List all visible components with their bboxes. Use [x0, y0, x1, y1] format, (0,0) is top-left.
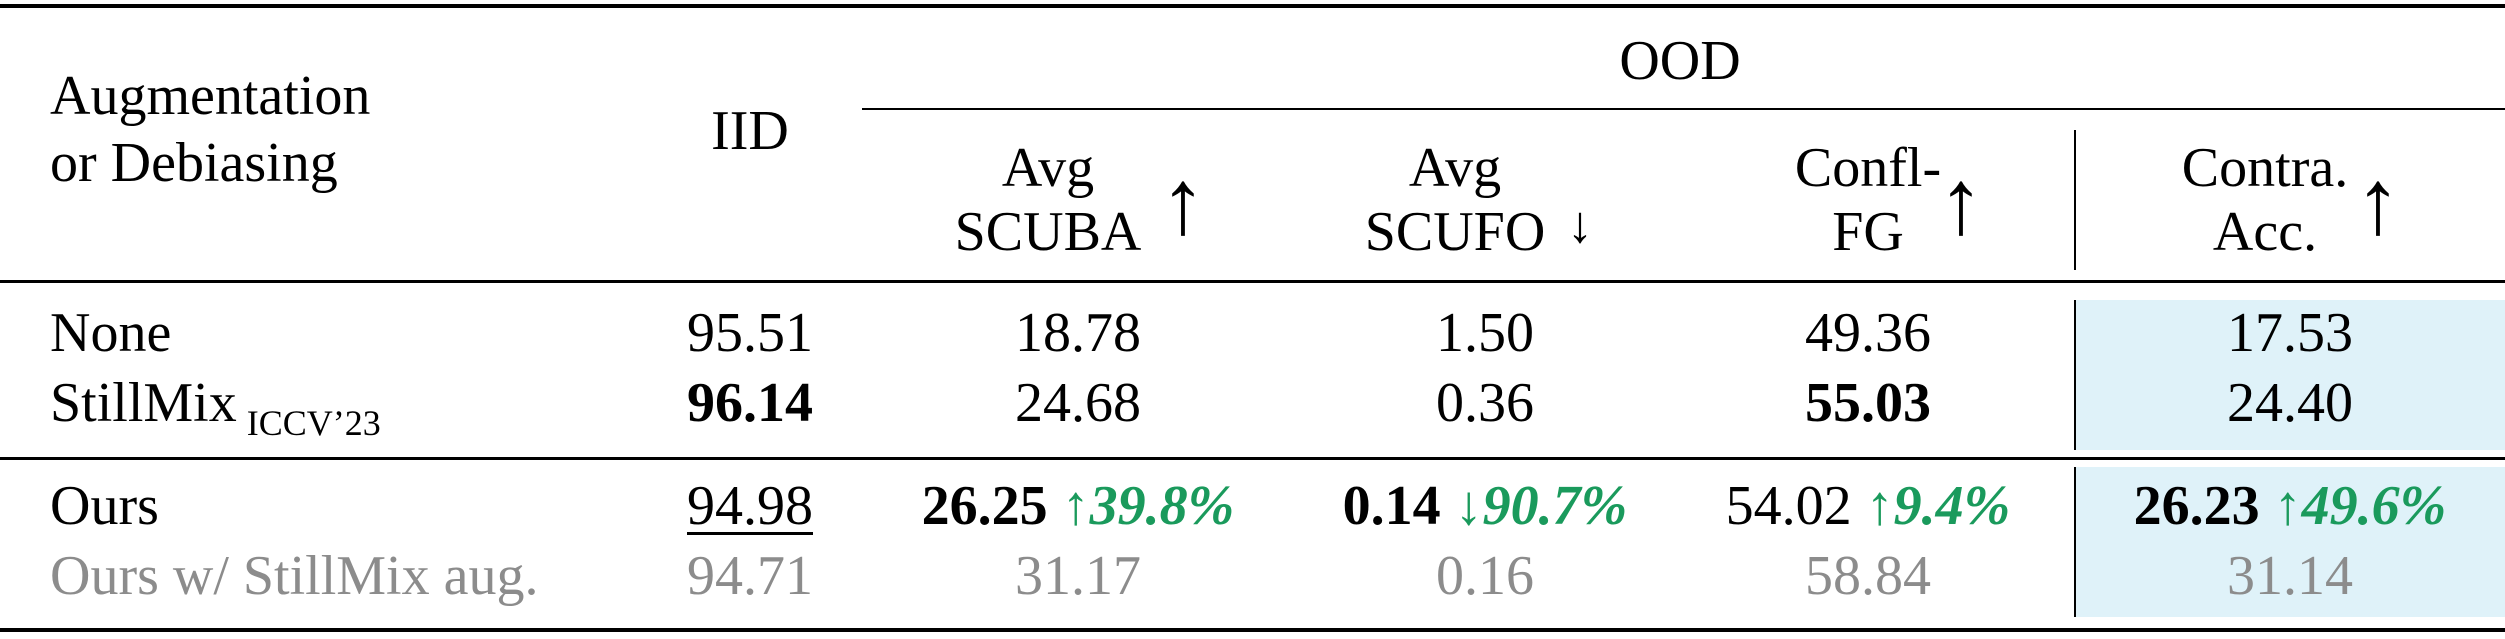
- up-arrow-icon: ↑: [1938, 151, 1984, 253]
- header-method-line1: Augmentation: [50, 65, 371, 127]
- row-ours-confl-gain: ↑9.4%: [1865, 475, 2011, 537]
- column-separator: [2074, 467, 2076, 617]
- row-stillmix-confl: 55.03: [1805, 372, 1931, 434]
- up-arrow-icon: ↑: [1160, 151, 1206, 253]
- row-none-scufo: 1.50: [1436, 302, 1534, 364]
- header-avg-scufo-line1: Avg: [1408, 137, 1502, 199]
- row-stillmix-scufo: 0.36: [1436, 372, 1534, 434]
- row-stillmix-method: StillMix ICCV’23: [50, 375, 381, 441]
- contra-shade: [2075, 300, 2505, 450]
- row-none-iid: 95.51: [687, 302, 813, 364]
- bottom-rule: [0, 628, 2505, 632]
- header-avg-scuba-line2: SCUBA: [954, 201, 1142, 263]
- ood-rule: [862, 108, 2505, 110]
- row-ours-stillmix-confl: 58.84: [1805, 545, 1931, 607]
- header-contra-acc-line2: Acc.: [2212, 201, 2318, 263]
- header-confl-fg-line2: FG: [1832, 201, 1904, 263]
- row-stillmix-contra: 24.40: [2227, 372, 2353, 434]
- row-ours-stillmix-scufo: 0.16: [1436, 545, 1534, 607]
- row-ours-scuba-gain: ↑39.8%: [1061, 475, 1235, 537]
- row-ours-scufo-cell: 0.14 ↓90.7%: [1343, 478, 1628, 534]
- row-ours-confl-cell: 54.02 ↑9.4%: [1726, 478, 2011, 534]
- up-arrow-icon: ↑: [2355, 151, 2401, 253]
- row-ours-scuba-cell: 26.25 ↑39.8%: [922, 478, 1235, 534]
- header-avg-scufo-line2: SCUFO: [1364, 201, 1546, 263]
- column-separator: [2074, 300, 2076, 450]
- row-ours-scuba: 26.25: [921, 475, 1048, 537]
- row-none-contra: 17.53: [2227, 302, 2353, 364]
- row-ours-contra-cell: 26.23 ↑49.6%: [2134, 478, 2447, 534]
- header-contra-acc-line1: Contra.: [2181, 137, 2349, 199]
- header-rule: [0, 280, 2505, 283]
- row-stillmix-scuba: 24.68: [1015, 372, 1141, 434]
- top-rule: [0, 4, 2505, 8]
- header-avg-scuba-line1: Avg: [1001, 137, 1095, 199]
- row-ours-scufo: 0.14: [1342, 475, 1441, 537]
- row-ours-stillmix-scuba: 31.17: [1015, 545, 1141, 607]
- row-stillmix-iid: 96.14: [687, 372, 813, 434]
- row-ours-scufo-gain: ↓90.7%: [1454, 475, 1628, 537]
- header-confl-fg-line1: Confl-: [1794, 137, 1942, 199]
- row-ours-iid: 94.98: [687, 475, 813, 537]
- column-separator: [2074, 130, 2076, 270]
- row-ours-stillmix-method: Ours w/ StillMix aug.: [50, 545, 539, 607]
- row-ours-stillmix-iid: 94.71: [687, 545, 813, 607]
- row-ours-contra: 26.23: [2133, 475, 2260, 537]
- row-ours-method: Ours: [50, 475, 159, 537]
- row-ours-stillmix-contra: 31.14: [2227, 545, 2353, 607]
- row-none-scuba: 18.78: [1015, 302, 1141, 364]
- header-iid: IID: [711, 100, 789, 162]
- header-ood: OOD: [1619, 30, 1741, 92]
- contra-shade: [2075, 467, 2505, 617]
- row-none-method: None: [50, 302, 172, 364]
- row-stillmix-venue: ICCV’23: [246, 403, 381, 443]
- row-ours-contra-gain: ↑49.6%: [2273, 475, 2447, 537]
- mid-rule: [0, 457, 2505, 460]
- row-stillmix-method-name: StillMix: [50, 372, 237, 434]
- row-ours-confl: 54.02: [1725, 475, 1852, 537]
- row-none-confl: 49.36: [1805, 302, 1931, 364]
- down-arrow-icon: ↓: [1567, 197, 1593, 254]
- header-method-line2: or Debiasing: [50, 132, 338, 194]
